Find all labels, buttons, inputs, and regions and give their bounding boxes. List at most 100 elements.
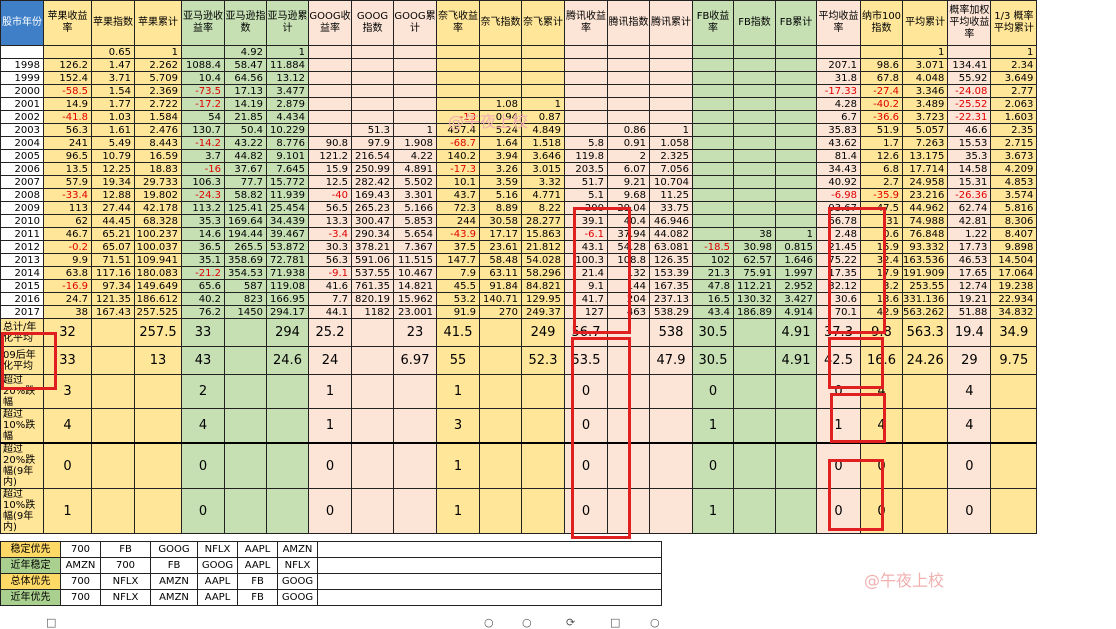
- refresh-icon[interactable]: ⟳: [566, 616, 576, 629]
- count-label[interactable]: 超过20%跌幅: [0, 374, 44, 409]
- table-cell[interactable]: 10.1: [436, 175, 480, 189]
- base-cell[interactable]: [0, 45, 44, 59]
- table-cell[interactable]: -27.4: [860, 84, 903, 98]
- table-cell[interactable]: 5.16: [479, 188, 522, 202]
- column-header[interactable]: 平均累计: [901, 0, 949, 46]
- table-cell[interactable]: 1.584: [134, 110, 182, 124]
- table-cell[interactable]: 53.872: [266, 240, 309, 254]
- table-cell[interactable]: 5.166: [393, 201, 437, 215]
- table-cell[interactable]: -26.36: [947, 188, 992, 202]
- table-cell[interactable]: [308, 123, 352, 137]
- table-cell[interactable]: 32.12: [816, 279, 861, 293]
- table-cell[interactable]: 15.962: [393, 292, 437, 306]
- base-cell[interactable]: [860, 45, 903, 59]
- table-cell[interactable]: -21.2: [181, 266, 225, 280]
- ranking-cell[interactable]: FB: [150, 557, 198, 574]
- column-header[interactable]: 腾讯指数: [607, 0, 650, 46]
- count-cell[interactable]: 0: [692, 442, 734, 489]
- column-header[interactable]: 股市年份: [0, 0, 44, 46]
- table-cell[interactable]: 823: [224, 292, 267, 306]
- table-cell[interactable]: [521, 84, 565, 98]
- table-cell[interactable]: -73.5: [181, 84, 225, 98]
- table-cell[interactable]: 5.1: [564, 188, 608, 202]
- table-cell[interactable]: 0.94: [479, 110, 522, 124]
- table-cell[interactable]: 22.934: [990, 292, 1038, 306]
- table-cell[interactable]: [393, 71, 437, 85]
- count-cell[interactable]: 0: [308, 488, 352, 534]
- column-header[interactable]: FB累计: [775, 0, 817, 46]
- count-cell[interactable]: [479, 442, 522, 489]
- year-cell[interactable]: 2002: [0, 110, 44, 124]
- table-cell[interactable]: [607, 71, 650, 85]
- table-cell[interactable]: -14.2: [181, 136, 225, 150]
- table-cell[interactable]: 129.95: [521, 292, 565, 306]
- table-cell[interactable]: 2.7: [860, 175, 903, 189]
- table-cell[interactable]: [649, 58, 693, 72]
- table-cell[interactable]: -18.5: [692, 240, 734, 254]
- summary-cell[interactable]: 55: [436, 346, 480, 375]
- count-cell[interactable]: [901, 488, 949, 534]
- summary-cell[interactable]: 42.5: [816, 346, 861, 375]
- table-cell[interactable]: 58.82: [224, 188, 267, 202]
- table-cell[interactable]: 44.45: [91, 214, 135, 228]
- table-cell[interactable]: [564, 97, 608, 111]
- summary-cell[interactable]: 43: [181, 346, 225, 375]
- table-cell[interactable]: 50.4: [224, 123, 267, 137]
- table-cell[interactable]: [692, 58, 734, 72]
- table-cell[interactable]: 126.2: [43, 58, 92, 72]
- table-cell[interactable]: 14.9: [43, 97, 92, 111]
- table-cell[interactable]: 3.673: [990, 149, 1038, 163]
- table-cell[interactable]: 8.22: [521, 201, 565, 215]
- summary-cell[interactable]: 19.4: [947, 318, 992, 347]
- table-cell[interactable]: 10.704: [649, 175, 693, 189]
- table-cell[interactable]: 169.64: [224, 214, 267, 228]
- table-cell[interactable]: [733, 71, 776, 85]
- count-cell[interactable]: [224, 488, 267, 534]
- table-cell[interactable]: 1.47: [91, 58, 135, 72]
- table-cell[interactable]: 1.22: [947, 227, 992, 241]
- table-cell[interactable]: [733, 110, 776, 124]
- table-cell[interactable]: 44.1: [308, 305, 352, 319]
- table-cell[interactable]: 130.7: [181, 123, 225, 137]
- table-cell[interactable]: -25.52: [947, 97, 992, 111]
- base-cell[interactable]: [479, 45, 522, 59]
- ranking-label[interactable]: 总体优先: [0, 573, 61, 590]
- table-cell[interactable]: 56.5: [308, 201, 352, 215]
- ranking-table[interactable]: 稳定优先 700 FB GOOG NFLX AAPL AMZN 近年稳定 AMZN 700 FB GO…: [0, 541, 662, 606]
- table-cell[interactable]: 538.29: [649, 305, 693, 319]
- table-cell[interactable]: -22.31: [947, 110, 992, 124]
- table-cell[interactable]: 17.064: [990, 266, 1038, 280]
- table-cell[interactable]: 44.962: [901, 201, 949, 215]
- table-cell[interactable]: 4.771: [521, 188, 565, 202]
- ranking-cell[interactable]: FB: [237, 589, 278, 606]
- table-cell[interactable]: 354.53: [224, 266, 267, 280]
- table-cell[interactable]: 35.83: [816, 123, 861, 137]
- table-cell[interactable]: 100.237: [134, 227, 182, 241]
- table-cell[interactable]: 3.477: [266, 84, 309, 98]
- table-cell[interactable]: 2.35: [990, 123, 1038, 137]
- table-cell[interactable]: 4.209: [990, 162, 1038, 176]
- table-cell[interactable]: 71.938: [266, 266, 309, 280]
- table-cell[interactable]: 537.55: [351, 266, 394, 280]
- table-cell[interactable]: 140.71: [479, 292, 522, 306]
- table-cell[interactable]: [351, 58, 394, 72]
- table-cell[interactable]: 62.57: [733, 253, 776, 267]
- count-cell[interactable]: [266, 374, 309, 409]
- table-cell[interactable]: 77.7: [224, 175, 267, 189]
- count-cell[interactable]: [266, 488, 309, 534]
- table-cell[interactable]: 125.41: [224, 201, 267, 215]
- table-cell[interactable]: 16.59: [134, 149, 182, 163]
- table-cell[interactable]: 290.34: [351, 227, 394, 241]
- ranking-cell[interactable]: GOOG: [197, 557, 238, 574]
- table-cell[interactable]: 13.3: [308, 214, 352, 228]
- count-cell[interactable]: [479, 374, 522, 409]
- table-cell[interactable]: 194.44: [224, 227, 267, 241]
- base-cell[interactable]: [607, 45, 650, 59]
- table-cell[interactable]: 10.229: [266, 123, 309, 137]
- table-cell[interactable]: 51.88: [947, 305, 992, 319]
- count-cell[interactable]: [649, 374, 693, 409]
- table-cell[interactable]: 38: [733, 227, 776, 241]
- table-cell[interactable]: [521, 58, 565, 72]
- summary-cell[interactable]: [733, 318, 776, 347]
- year-cell[interactable]: 2007: [0, 175, 44, 189]
